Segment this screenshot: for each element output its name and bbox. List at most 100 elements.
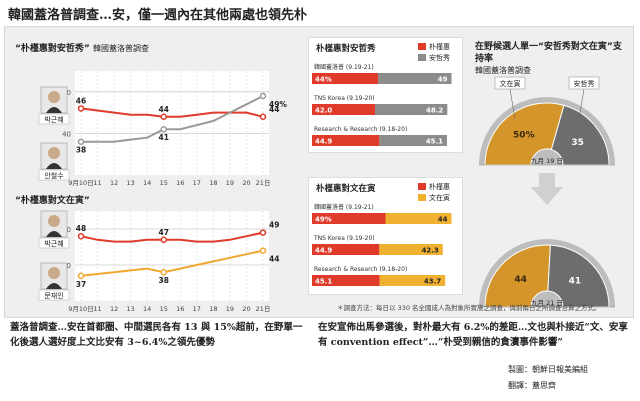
x-tick-label: 19 xyxy=(226,305,234,313)
data-label: 47 xyxy=(159,228,169,237)
pie-subtitle: 韓國蓋洛普調查 xyxy=(475,66,531,75)
pie-slice xyxy=(547,244,610,308)
pie-slice-label: 35 xyxy=(571,138,584,148)
x-tick-label: 15 xyxy=(160,179,168,187)
photo-body xyxy=(46,231,62,237)
moon-photo: 문재인 xyxy=(38,262,70,301)
data-point xyxy=(259,92,267,100)
pie-slice-label: 50% xyxy=(513,130,535,140)
x-tick-label: 17 xyxy=(193,179,201,187)
bar xyxy=(312,213,386,224)
photo-body xyxy=(46,107,62,113)
pie-date-label: 九月 19 日 xyxy=(531,156,563,165)
bar xyxy=(312,275,380,286)
bar-category-label: Research & Research (9.18-20) xyxy=(314,126,407,133)
photo-face xyxy=(48,147,60,159)
bar xyxy=(378,73,452,84)
line-chart-1: 40509月10日1112131415161718192021日46444438… xyxy=(38,71,287,187)
x-tick-label: 20 xyxy=(242,179,250,187)
x-tick-label: 14 xyxy=(143,305,151,313)
photo-label: 문재인 xyxy=(44,291,63,300)
bar xyxy=(375,104,448,115)
series-line-1 xyxy=(80,249,264,277)
photo-label: 박근혜 xyxy=(44,115,63,124)
photo-face xyxy=(48,267,60,279)
park-photo: 박근혜 xyxy=(38,86,70,125)
x-tick-label: 16 xyxy=(176,179,184,187)
series-line-0 xyxy=(80,107,264,118)
x-tick-label: 17 xyxy=(193,305,201,313)
bar-value-label: 49 xyxy=(438,76,448,84)
bar-value-label: 48.2 xyxy=(426,107,443,115)
legend-label: 文在寅 xyxy=(429,193,450,202)
x-tick-label: 9月10日 xyxy=(68,179,93,187)
photo-face xyxy=(48,91,60,103)
data-label: 48 xyxy=(76,224,86,233)
x-tick-label: 20 xyxy=(242,305,250,313)
pie-charts: 50% 35 九月 19 日 44 41 九月 21 日 文在寅 安哲秀 xyxy=(479,76,615,308)
pie-slice xyxy=(550,104,610,166)
bar-value-label: 42.0 xyxy=(315,107,332,115)
x-tick-label: 12 xyxy=(110,305,118,313)
summary-right: 在安宣佈出馬參選後，對朴最大有 6.2%的差距…文也與朴接近“文、安享有 con… xyxy=(318,322,628,348)
legend-label: 朴槿惠 xyxy=(429,182,450,191)
bar xyxy=(379,275,446,286)
legend-swatch xyxy=(418,54,426,61)
bar xyxy=(379,135,447,146)
data-label: 49% xyxy=(269,100,287,109)
photo-body xyxy=(46,283,62,289)
legend-label: 朴槿惠 xyxy=(429,42,450,51)
x-tick-label: 13 xyxy=(126,305,134,313)
photo-label-box xyxy=(38,237,70,249)
data-point xyxy=(259,229,267,236)
park2-photo: 박근혜 xyxy=(38,210,70,249)
bar-category-label: TNS Korea (9.19-20) xyxy=(313,95,375,102)
down-arrow-icon xyxy=(531,173,563,205)
summary-left: 蓋洛普調查…安在首都圈、中間選民各有 13 與 15%超前，在野單一化後選人選好… xyxy=(10,322,303,348)
legend-label: 安哲秀 xyxy=(429,53,450,62)
pie-slice-label: 41 xyxy=(569,277,582,287)
line-chart-2: 40509月10日1112131415161718192021日48474937… xyxy=(38,210,279,313)
plot-area xyxy=(75,71,269,175)
infographic: “朴槿惠對安哲秀” 韓國蓋洛普調查 40509月10日1112131415161… xyxy=(4,26,634,318)
line-chart-2-title: “朴槿惠對文在寅” xyxy=(15,196,90,206)
data-label: 41 xyxy=(159,133,169,142)
bar-value-label: 44 xyxy=(438,216,448,224)
series-line-0 xyxy=(80,231,264,243)
photo-label-box xyxy=(38,113,70,125)
data-point xyxy=(160,268,167,276)
pie-chart-title: 在野候選人單一“安哲秀對文在寅”支持率 韓國蓋洛普調查 xyxy=(475,41,625,77)
legend-swatch xyxy=(418,183,426,190)
data-point xyxy=(77,232,85,240)
data-point xyxy=(160,236,167,244)
bar xyxy=(312,135,380,146)
pie-slice-label: 44 xyxy=(514,275,527,285)
pie-date-label: 九月 21 日 xyxy=(531,298,563,307)
ahn-photo: 안철수 xyxy=(38,142,70,181)
photo-label-box xyxy=(38,169,70,181)
legend-swatch xyxy=(418,43,426,50)
x-tick-label: 11 xyxy=(93,305,101,313)
bar-value-label: 44% xyxy=(315,76,332,84)
data-label: 44 xyxy=(269,255,279,264)
bar-value-label: 45.1 xyxy=(426,138,443,146)
bar xyxy=(312,73,378,84)
photo-label: 안철수 xyxy=(44,171,64,180)
data-point xyxy=(77,272,85,280)
credit-design: 製圖：朝鮮日報美編組 xyxy=(508,365,588,374)
photo-face xyxy=(48,215,60,227)
bar-value-label: 44.9 xyxy=(315,138,332,146)
data-label: 46 xyxy=(76,96,86,105)
data-label: 49 xyxy=(269,221,279,230)
series-line-1 xyxy=(81,95,264,143)
x-tick-label: 19 xyxy=(226,179,234,187)
data-label: 38 xyxy=(76,146,86,155)
data-label: 44 xyxy=(159,105,169,114)
x-tick-label: 11 xyxy=(93,179,101,187)
x-tick-label: 18 xyxy=(209,305,217,313)
x-tick-label: 18 xyxy=(209,179,217,187)
data-label: 37 xyxy=(76,280,86,289)
x-tick-label: 13 xyxy=(126,179,134,187)
bar-value-label: 45.1 xyxy=(315,278,332,286)
bar xyxy=(312,104,375,115)
